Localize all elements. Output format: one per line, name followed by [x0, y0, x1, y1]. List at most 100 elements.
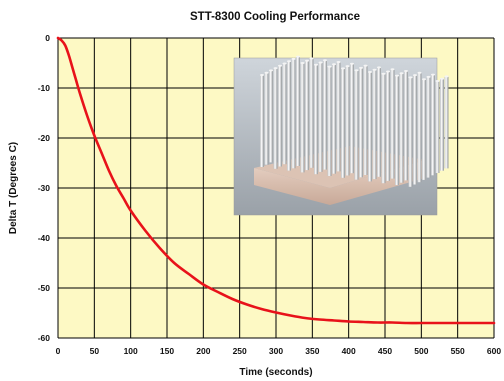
- heat-sink-pin: [431, 74, 435, 167]
- y-tick-label: -30: [38, 183, 51, 193]
- heat-sink-pin-tip: [269, 69, 273, 72]
- heat-sink-pin: [417, 72, 422, 165]
- heat-sink-pin-tip: [408, 76, 413, 79]
- x-tick-label: 600: [487, 346, 501, 356]
- heat-sink-pin: [354, 70, 359, 163]
- heat-sink-pin: [327, 66, 332, 159]
- x-axis-ticks: 0 50 100 150 200 250 300 350 400 450 500 550 600: [56, 346, 502, 356]
- heat-sink-pin: [399, 73, 404, 166]
- y-tick-label: -40: [38, 233, 51, 243]
- heat-sink-pin-tip: [273, 67, 278, 70]
- heat-sink-pin-tip: [282, 62, 287, 65]
- heat-sink-pin: [404, 71, 408, 163]
- heat-sink-pin: [282, 63, 287, 156]
- heat-sink-pin: [300, 63, 305, 155]
- heat-sink-pin-tip: [444, 75, 449, 78]
- y-tick-label: 0: [45, 33, 50, 43]
- heat-sink-pin: [363, 65, 368, 158]
- heat-sink-pin-tip: [327, 65, 332, 68]
- heat-sink-pin-tip: [336, 61, 341, 63]
- x-tick-label: 500: [414, 346, 428, 356]
- heat-sink-pin: [260, 75, 264, 167]
- heat-sink-pin-tip: [399, 72, 404, 75]
- heat-sink-pin: [377, 67, 381, 160]
- heat-sink-pin: [381, 73, 386, 166]
- heat-sink-pin-tip: [386, 70, 390, 73]
- heat-sink-pin-tip: [345, 65, 350, 68]
- heat-sink-pin-tip: [413, 74, 417, 77]
- x-tick-label: 100: [124, 346, 138, 356]
- heat-sink-pin-tip: [435, 80, 440, 82]
- heat-sink-pin: [422, 79, 426, 172]
- heat-sink-pin: [296, 56, 300, 149]
- heat-sink-pin-tip: [417, 71, 422, 74]
- heat-sink-pin-tip: [264, 71, 269, 74]
- heat-sink-pin: [291, 58, 296, 151]
- heat-sink-pin: [273, 68, 278, 161]
- heat-sink-pin: [305, 60, 309, 153]
- heat-sink-pin: [368, 72, 372, 164]
- heat-sink-pin-tip: [381, 72, 386, 75]
- heat-sink-pin-tip: [305, 59, 309, 62]
- heat-sink-pin-tip: [291, 57, 296, 60]
- heat-sink-pin-tip: [300, 62, 305, 64]
- heat-sink-pin-tip: [363, 64, 368, 67]
- heat-sink-pin-tip: [372, 68, 377, 71]
- heat-sink-pin-tip: [350, 62, 354, 65]
- heat-sink-pin-tip: [426, 75, 431, 78]
- heat-sink-pin: [341, 68, 345, 161]
- heat-sink-pin: [359, 67, 363, 160]
- heat-sink-pin: [386, 71, 390, 164]
- heat-sink-pin: [413, 75, 417, 168]
- heat-sink-pin: [314, 64, 318, 157]
- heat-sink-pin: [390, 69, 395, 162]
- heat-sink-pin: [269, 70, 273, 163]
- x-tick-label: 300: [269, 346, 283, 356]
- x-tick-label: 200: [196, 346, 210, 356]
- heat-sink-pin: [395, 75, 399, 168]
- heat-sink-pin: [323, 60, 327, 153]
- heat-sink-pin-tip: [260, 74, 264, 76]
- heat-sink-pin-tip: [332, 63, 336, 66]
- y-tick-label: -20: [38, 133, 51, 143]
- heat-sink-pin: [435, 81, 440, 173]
- heat-sink-pin-tip: [309, 57, 314, 60]
- heat-sink-pin: [318, 62, 323, 155]
- heat-sink-pin-tip: [359, 66, 363, 69]
- heat-sink-pin: [309, 58, 314, 151]
- heat-sink-pin: [426, 76, 431, 169]
- y-axis-label: Delta T (Degrees C): [8, 142, 19, 234]
- heat-sink-pin: [264, 72, 269, 165]
- heat-sink-pin-tip: [377, 66, 381, 69]
- x-tick-label: 550: [451, 346, 465, 356]
- x-tick-label: 150: [160, 346, 174, 356]
- x-tick-label: 0: [56, 346, 61, 356]
- heat-sink-pin: [440, 78, 444, 171]
- heat-sink-pin-tip: [395, 74, 399, 77]
- heat-sink-pin-tip: [296, 55, 300, 58]
- heat-sink-pin: [345, 66, 350, 159]
- heat-sink-photo: [233, 55, 449, 216]
- heat-sink-pin: [278, 65, 282, 158]
- heat-sink-pin-tip: [318, 61, 323, 64]
- y-tick-label: -60: [38, 333, 51, 343]
- chart-title: STT-8300 Cooling Performance: [190, 11, 360, 23]
- heat-sink-pin: [332, 64, 336, 157]
- heat-sink-pin: [336, 62, 341, 154]
- y-tick-label: -10: [38, 83, 51, 93]
- heat-sink-pin-tip: [440, 77, 444, 80]
- heat-sink-pin-tip: [368, 71, 372, 73]
- heat-sink-pin: [372, 69, 377, 162]
- y-tick-label: -50: [38, 283, 51, 293]
- heat-sink-pin: [444, 76, 449, 169]
- heat-sink-pin-tip: [323, 59, 327, 62]
- x-tick-label: 450: [378, 346, 392, 356]
- heat-sink-pin-tip: [314, 63, 318, 66]
- heat-sink-pin-tip: [390, 68, 395, 71]
- heat-sink-pin-tip: [422, 78, 426, 81]
- heat-sink-pin: [287, 61, 291, 154]
- y-axis-ticks: 0 -10 -20 -30 -40 -50 -60: [38, 33, 51, 343]
- heat-sink-pin: [350, 63, 354, 156]
- heat-sink-pin-tip: [278, 64, 282, 67]
